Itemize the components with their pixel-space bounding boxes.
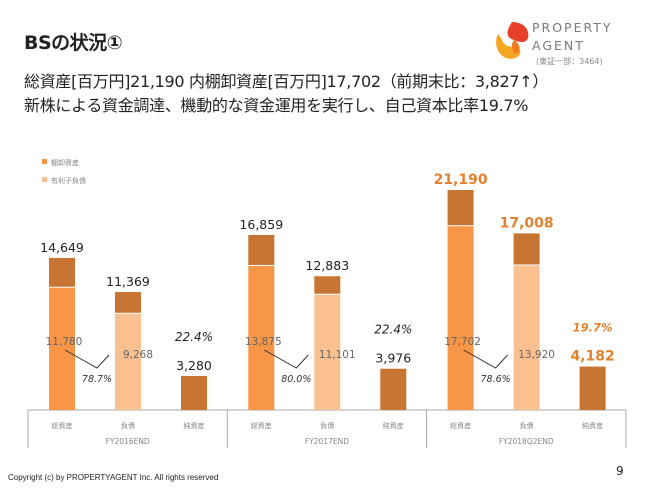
inner-value-label: 17,702: [444, 336, 481, 348]
category-label: 負債: [121, 421, 135, 430]
bar-total-label: 21,190: [434, 172, 488, 188]
bar-top: [513, 233, 540, 265]
inventory-ratio-label: 78.7%: [82, 374, 112, 385]
page-title: BSの状況①: [24, 32, 123, 54]
bar-inner: [49, 287, 75, 410]
logo-mark-icon: [496, 22, 529, 59]
group-label: FY2017END: [305, 437, 349, 446]
bar-inner: [314, 294, 341, 410]
copyright: Copyright (c) by PROPERTYAGENT Inc. All …: [8, 473, 219, 482]
equity-ratio-label: 22.4%: [175, 330, 213, 344]
legend-swatch: [42, 159, 47, 164]
inventory-ratio-label: 78.6%: [481, 374, 511, 385]
inner-value-label: 9,268: [123, 349, 153, 361]
page-number: 9: [616, 464, 624, 478]
legend-label: 有利子負債: [51, 176, 86, 185]
bar-total-label: 3,976: [375, 351, 411, 366]
bar-top: [115, 291, 141, 313]
category-label: 総資産: [450, 421, 471, 430]
ratio-connector: [463, 349, 508, 369]
category-label: 負債: [320, 421, 334, 430]
bar-total-label: 12,883: [305, 258, 349, 273]
inner-value-label: 13,920: [518, 349, 555, 361]
bar-net-assets: [579, 366, 606, 410]
bar-total-label: 17,008: [500, 215, 554, 231]
category-label: 総資産: [52, 421, 73, 430]
bar-total-label: 16,859: [239, 217, 283, 232]
summary-line-2: 新株による資金調達、機動的な資金運用を実行し、自己資本比率19.7%: [24, 96, 529, 115]
logo-name-1: PROPERTY: [532, 20, 613, 35]
company-logo: PROPERTY AGENT (東証一部：3464): [492, 16, 642, 72]
equity-ratio-label: 19.7%: [573, 321, 613, 335]
bar-top: [248, 234, 275, 265]
bar-total-label: 4,182: [570, 349, 614, 365]
category-label: 純資産: [184, 421, 205, 430]
stock-code: (東証一部：3464): [536, 57, 603, 66]
bar-total-label: 11,369: [106, 274, 150, 289]
bar-inner: [115, 313, 141, 410]
category-label: 純資産: [582, 421, 603, 430]
inner-value-label: 11,780: [46, 336, 83, 348]
bar-top: [314, 276, 341, 294]
ratio-connector: [264, 349, 309, 369]
bar-total-label: 14,649: [40, 240, 84, 255]
bar-net-assets: [181, 375, 207, 410]
legend-label: 棚卸資産: [51, 158, 79, 167]
group-label: FY2016END: [106, 437, 150, 446]
logo-name-2: AGENT: [532, 38, 585, 53]
category-label: 負債: [520, 421, 534, 430]
legend-swatch: [42, 177, 47, 182]
group-label: FY2018Q2END: [499, 437, 554, 446]
inventory-ratio-label: 80.0%: [281, 374, 311, 385]
bar-top: [447, 190, 474, 226]
bar-top: [49, 257, 75, 287]
bar-net-assets: [380, 368, 407, 410]
ratio-connector: [64, 349, 110, 369]
inner-value-label: 11,101: [319, 349, 356, 361]
bar-inner: [513, 265, 540, 410]
bar-inner: [248, 265, 275, 410]
bar-inner: [447, 226, 474, 410]
equity-ratio-label: 22.4%: [374, 323, 412, 337]
inner-value-label: 13,875: [245, 336, 282, 348]
summary-line-1: 総資産[百万円]21,190 内棚卸資産[百万円]17,702（前期末比：3,8…: [24, 72, 549, 91]
category-label: 総資産: [251, 421, 272, 430]
category-label: 純資産: [383, 421, 404, 430]
bar-total-label: 3,280: [176, 358, 212, 373]
